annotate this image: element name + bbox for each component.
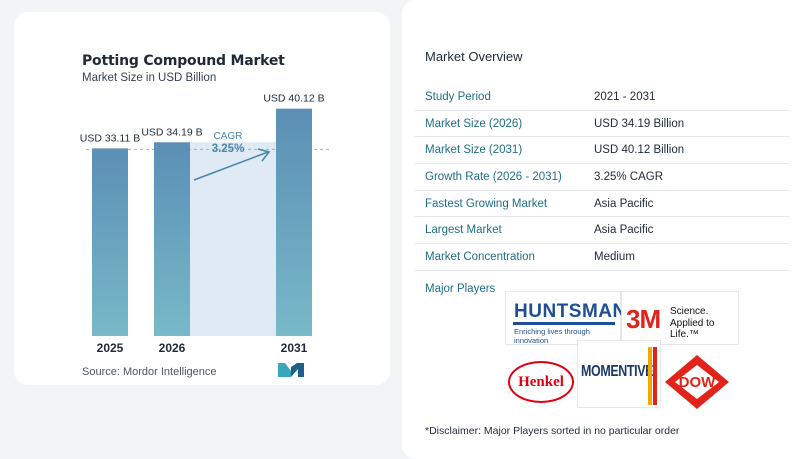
cagr-value: 3.25% (212, 143, 245, 155)
overview-row-study-period: Study Period 2021 - 2031 (415, 84, 789, 111)
source-label: Source: Mordor Intelligence (82, 366, 217, 378)
dow-diamond-icon (665, 355, 729, 409)
momentive-logo: MOMENTIVE (577, 340, 661, 408)
chart-subtitle: Market Size in USD Billion (82, 72, 217, 84)
overview-value: Asia Pacific (594, 224, 654, 237)
x-tick-2031: 2031 (281, 341, 308, 355)
dow-logo: DOW (663, 353, 731, 411)
overview-label: Study Period (425, 90, 491, 103)
bar-2026 (154, 142, 190, 336)
chart-title: Potting Compound Market (82, 53, 285, 69)
cagr-arrow-line (193, 151, 269, 181)
overview-label: Market Size (2031) (425, 144, 523, 157)
overview-label: Largest Market (425, 224, 502, 237)
cagr-label: CAGR (214, 131, 243, 142)
3m-tagline-line1: Science. (670, 306, 709, 317)
overview-label: Fastest Growing Market (425, 197, 548, 210)
cagr-arrow-head (257, 148, 271, 162)
huntsman-underline (513, 322, 615, 325)
overview-label: Market Size (2026) (425, 117, 523, 130)
overview-row-growth-rate: Growth Rate (2026 - 2031) 3.25% CAGR (415, 164, 789, 191)
dow-wordmark: DOW (678, 374, 716, 391)
x-tick-2026: 2026 (159, 341, 186, 355)
momentive-wordmark: MOMENTIVE (581, 363, 654, 380)
overview-value: Asia Pacific (594, 197, 654, 210)
overview-row-largest-market: Largest Market Asia Pacific (415, 217, 789, 245)
overview-row-concentration: Market Concentration Medium (415, 244, 789, 271)
data-label-2025: USD 33.11 B (80, 132, 141, 144)
huntsman-tagline: Enriching lives through innovation (514, 327, 590, 345)
disclaimer: *Disclaimer: Major Players sorted in no … (425, 425, 680, 437)
data-label-2031: USD 40.12 B (263, 93, 324, 105)
overview-value: 3.25% CAGR (594, 170, 664, 183)
overview-label: Growth Rate (2026 - 2031) (425, 170, 562, 183)
overview-row-market-size-2026: Market Size (2026) USD 34.19 Billion (415, 111, 789, 138)
bar-2031 (276, 108, 312, 336)
major-players-title: Major Players (425, 283, 496, 295)
overview-row-market-size-2031: Market Size (2031) USD 40.12 Billion (415, 137, 789, 165)
overview-title: Market Overview (425, 49, 523, 64)
growth-gap-fill (190, 142, 276, 336)
overview-value: Medium (594, 250, 635, 263)
3m-mark: 3M (626, 304, 661, 334)
overview-value: 2021 - 2031 (594, 90, 656, 103)
huntsman-logo: HUNTSMAN Enriching lives through innovat… (505, 291, 626, 345)
bar-chart: USD 33.11 B 2025 USD 34.19 B 2026 USD 40.12 … (80, 93, 330, 355)
henkel-logo: Henkel (505, 353, 577, 411)
momentive-stripe-red (653, 347, 657, 405)
henkel-oval: Henkel (508, 361, 574, 403)
overview-table: Study Period 2021 - 2031 Market Size (20… (415, 84, 789, 271)
overview-label: Market Concentration (425, 250, 535, 263)
henkel-wordmark: Henkel (518, 373, 564, 390)
x-tick-2025: 2025 (97, 341, 124, 355)
3m-logo: 3M Science. Applied to Life.™ (621, 291, 739, 345)
huntsman-wordmark: HUNTSMAN (514, 301, 627, 322)
overview-value: USD 40.12 Billion (594, 144, 685, 157)
overview-value: USD 34.19 Billion (594, 117, 685, 130)
mordor-logo-icon (278, 363, 304, 377)
overview-row-fastest-growing: Fastest Growing Market Asia Pacific (415, 191, 789, 218)
data-label-2026: USD 34.19 B (141, 126, 202, 138)
3m-tagline-line2: Applied to Life.™ (670, 318, 715, 340)
bar-2025 (92, 148, 128, 336)
momentive-stripe-yellow (648, 347, 652, 405)
